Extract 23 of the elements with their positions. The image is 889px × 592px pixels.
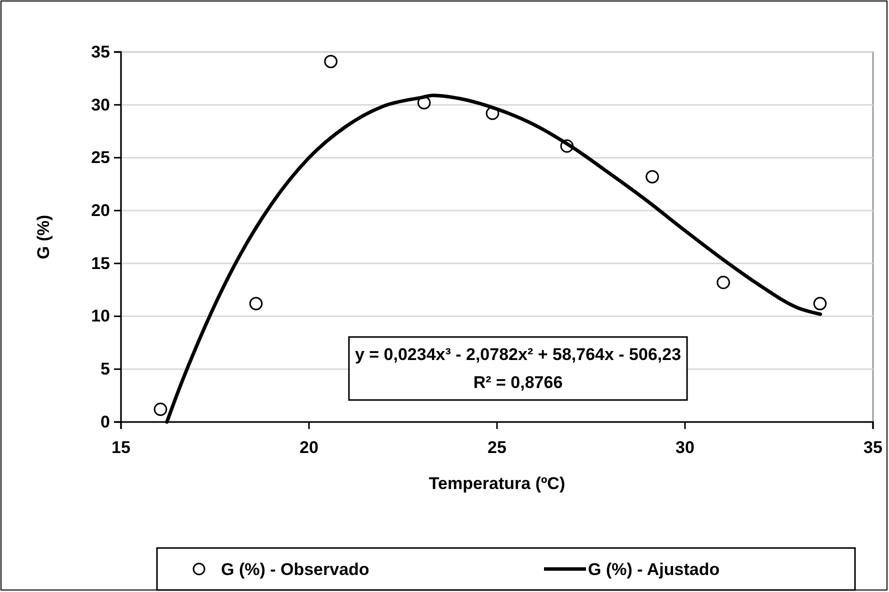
x-tick-label: 30 <box>676 438 694 458</box>
legend-label: G (%) - Ajustado <box>588 560 720 579</box>
y-tick-label: 35 <box>91 42 110 62</box>
y-tick-label: 25 <box>91 148 110 168</box>
x-tick-label: 25 <box>488 438 506 458</box>
y-tick-label: 5 <box>100 360 110 379</box>
annotation: y = 0,0234x³ - 2,0782x² + 58,764x - 506,23 R² = 0,8766 <box>354 345 682 392</box>
point <box>154 402 168 416</box>
legend-label: G (%) - Observado <box>221 560 370 579</box>
y-tick-label: 0 <box>100 412 110 432</box>
y-tick-label: 30 <box>91 95 110 114</box>
x-tick-label: 35 <box>864 438 882 458</box>
y-tick-label: 15 <box>91 254 110 273</box>
point <box>324 54 338 68</box>
point <box>646 170 659 184</box>
point <box>716 276 730 290</box>
y-tick-label: 20 <box>91 201 110 220</box>
y-tick-label: 10 <box>91 306 110 326</box>
point <box>249 296 263 310</box>
x-tick-label: 20 <box>300 438 318 458</box>
x-axis-title: Temperatura (ºC) <box>428 474 566 493</box>
point <box>813 296 827 310</box>
y-axis-title: G (%) <box>34 214 53 260</box>
